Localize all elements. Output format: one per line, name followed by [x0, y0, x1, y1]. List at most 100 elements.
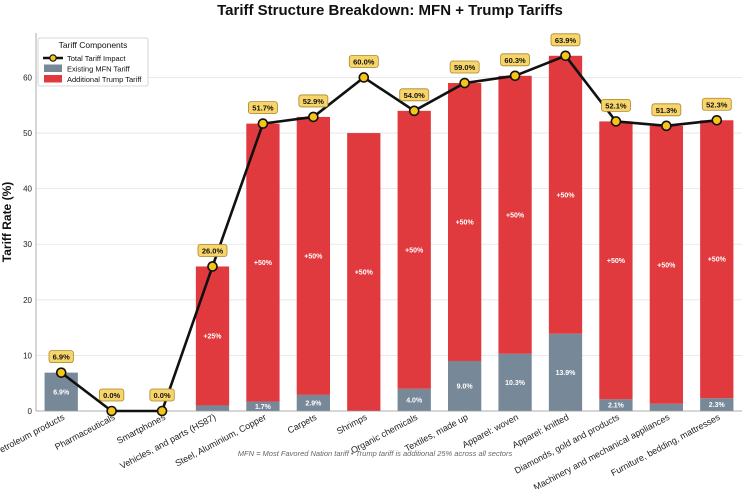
mfn-bar-label: 1.7%: [255, 404, 272, 411]
x-category-label: Vehicles, and parts (HS87): [118, 412, 217, 471]
mfn-bar: [397, 388, 431, 411]
legend-bar-swatch: [44, 75, 62, 83]
total-point: [156, 405, 168, 417]
y-tick-label: 40: [23, 185, 32, 194]
y-tick-labels: 0 10 20 30 40 50 60: [23, 73, 32, 416]
total-point: [459, 77, 470, 89]
mfn-bar: [246, 401, 280, 411]
total-label-box: [99, 388, 125, 402]
mfn-bar: [700, 398, 734, 411]
trump-bar: [649, 125, 683, 404]
legend-bar-swatch: [44, 64, 62, 72]
total-label-box: [701, 97, 732, 111]
total-point: [106, 405, 117, 417]
chart-title: Tariff Structure Breakdown: MFN + Trump …: [217, 2, 563, 19]
total-label: 63.9%: [555, 36, 577, 45]
trump-bar-label: +50%: [405, 247, 424, 254]
trump-bar-label: +50%: [607, 258, 626, 265]
total-point: [509, 70, 521, 82]
total-label: 6.9%: [53, 353, 70, 362]
total-point: [358, 72, 370, 83]
total-label: 0.0%: [103, 391, 120, 400]
mfn-bar-label: 2.1%: [608, 403, 625, 410]
y-tick-label: 50: [23, 129, 32, 138]
legend-title: Tariff Components: [59, 40, 128, 50]
total-label-box: [248, 101, 278, 115]
trump-bar-label: +50%: [556, 192, 575, 199]
total-line: 6.9% 0.0% 0.0% 26.0% 51.7% 52.9% 60.0% 54.0% 59.…: [48, 33, 732, 417]
total-point: [711, 114, 723, 126]
legend-entry-label: Existing MFN Tariff: [67, 65, 131, 74]
total-point: [408, 105, 420, 117]
y-tick-label: 60: [23, 73, 32, 82]
total-label-box: [500, 53, 530, 67]
trump-bar: [448, 83, 482, 361]
total-label-box: [197, 244, 228, 257]
mfn-bar: [548, 333, 583, 411]
total-label: 52.9%: [303, 97, 325, 106]
trump-bar-label: +50%: [456, 220, 475, 227]
legend-entry-label: Total Tariff Impact: [67, 54, 126, 63]
total-label-box: [399, 88, 430, 102]
mfn-bar: [498, 353, 532, 411]
x-category-label: Carpets: [286, 412, 319, 436]
legend-box: [37, 37, 149, 87]
mfn-bar-label: 6.9%: [53, 389, 70, 396]
trump-bar-label: +50%: [708, 257, 727, 264]
trump-bar: [700, 120, 734, 399]
total-label-box: [298, 94, 329, 108]
total-label-box: [348, 55, 379, 68]
trump-bar: [548, 55, 583, 334]
total-label: 51.7%: [252, 104, 274, 113]
trump-bar-label: +50%: [355, 270, 374, 277]
trump-bar: [347, 133, 381, 411]
y-tick-label: 20: [23, 296, 32, 305]
gridlines: [36, 77, 742, 412]
mfn-bar: [195, 405, 230, 411]
total-label-box: [651, 103, 682, 117]
trump-bar-label: +25%: [203, 333, 222, 340]
total-label: 60.3%: [504, 56, 526, 65]
y-axis-label: Tariff Rate (%): [0, 182, 14, 262]
trump-bar: [195, 266, 230, 406]
total-label-box: [601, 98, 631, 112]
y-tick-label: 10: [23, 351, 32, 360]
trump-bar-label: +50%: [304, 253, 323, 260]
total-point: [661, 120, 672, 132]
trump-bar: [498, 75, 532, 354]
trump-bar-label: +50%: [254, 260, 273, 267]
mfn-bar: [296, 394, 330, 411]
total-label: 26.0%: [202, 246, 224, 255]
trump-bar: [246, 123, 280, 402]
total-point: [55, 367, 67, 378]
mfn-bar-label: 4.0%: [406, 397, 423, 404]
y-tick-label: 30: [23, 240, 32, 249]
legend: Tariff Components Total Tariff Impact Exis…: [37, 37, 149, 87]
total-label-box: [149, 388, 175, 402]
mfn-bar: [599, 399, 633, 411]
y-tick-label: 0: [28, 407, 33, 416]
trump-bar-label: +50%: [657, 262, 676, 269]
mfn-bar-label: 2.9%: [305, 400, 322, 407]
total-label: 51.3%: [656, 106, 678, 115]
total-point: [560, 50, 571, 62]
total-label: 52.1%: [605, 101, 627, 110]
legend-marker-swatch: [49, 54, 57, 62]
total-label: 54.0%: [404, 91, 426, 100]
total-point: [610, 116, 622, 127]
axes: [35, 33, 742, 412]
total-label: 60.0%: [353, 57, 375, 66]
mfn-bar: [649, 403, 683, 411]
mfn-bar-label: 10.3%: [505, 380, 526, 387]
x-category-label: Shrimps: [335, 412, 369, 437]
total-label: 59.0%: [454, 63, 476, 72]
total-point: [207, 261, 218, 272]
total-label-box: [550, 33, 581, 47]
total-point: [257, 118, 269, 129]
trump-bar-label: +50%: [506, 212, 525, 219]
mfn-bar-label: 9.0%: [457, 383, 474, 390]
total-label-box: [449, 60, 480, 74]
total-label: 0.0%: [154, 391, 171, 400]
trump-bar: [599, 121, 633, 400]
